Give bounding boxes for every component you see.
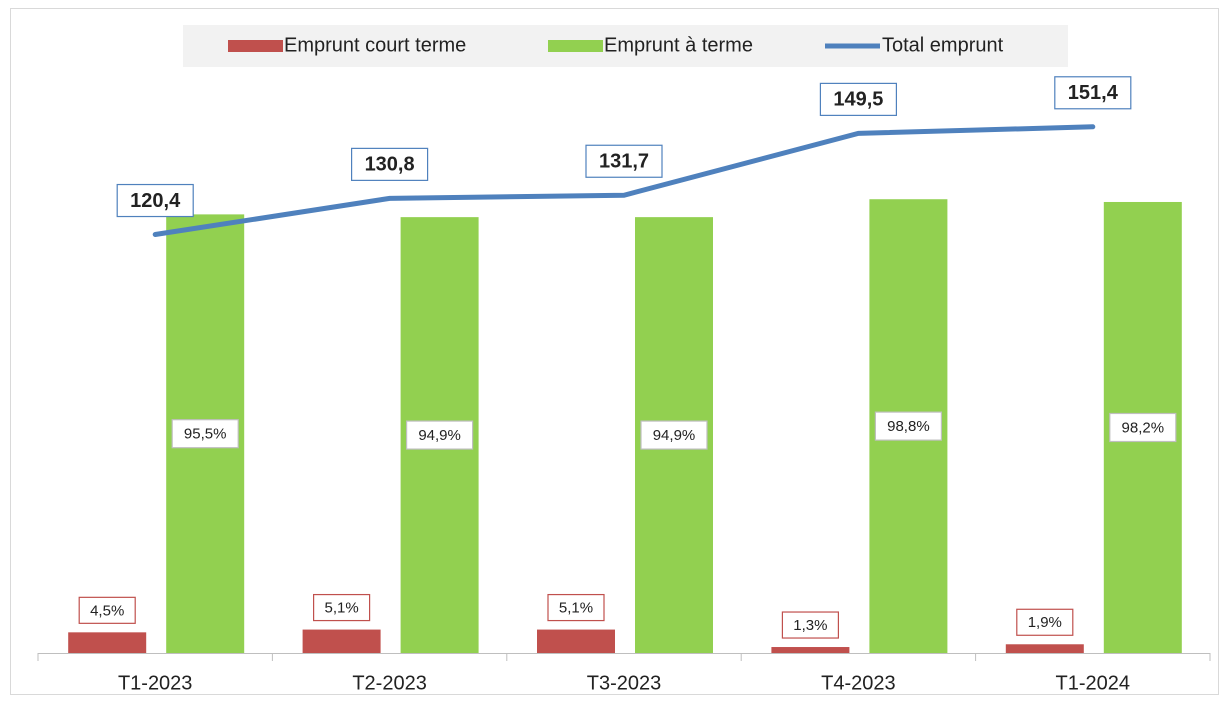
bar-label-box <box>313 593 371 622</box>
bar-label-box <box>171 419 239 449</box>
line <box>152 124 1096 238</box>
x-tick-label: T4-2023 <box>821 672 896 694</box>
line-label: 131,7 <box>599 151 649 173</box>
bar-label: 98,8% <box>887 418 930 435</box>
legend-swatch <box>548 40 603 52</box>
bar-label-box <box>78 596 136 624</box>
bar-label: 5,1% <box>324 600 358 617</box>
bar-label: 5,1% <box>559 600 593 617</box>
bar-label: 95,5% <box>184 426 227 443</box>
bar-label: 4,5% <box>90 602 124 619</box>
legend-label: Emprunt court terme <box>284 34 466 56</box>
line-label: 130,8 <box>365 154 415 176</box>
line-label-box <box>585 144 663 178</box>
bar-label-box <box>1109 412 1177 443</box>
x-tick-label: T2-2023 <box>352 672 427 694</box>
bar-label: 94,9% <box>418 427 461 444</box>
line-label: 120,4 <box>130 190 181 212</box>
bar-label-box <box>640 420 708 450</box>
bar <box>1005 644 1084 653</box>
bar-label-box <box>547 593 605 622</box>
bar-label: 98,2% <box>1122 419 1165 436</box>
bar-label: 94,9% <box>653 427 696 444</box>
bar-label-box <box>1016 608 1074 636</box>
bar-label: 1,3% <box>793 617 827 634</box>
line-label: 149,5 <box>833 89 883 111</box>
bar-label-box <box>874 411 943 441</box>
bar <box>68 632 147 653</box>
bar-label: 1,9% <box>1028 614 1062 631</box>
legend-swatch <box>228 40 283 52</box>
bar-label-box <box>781 611 840 639</box>
bar-label-box <box>406 420 474 450</box>
legend-label: Total emprunt <box>882 34 1004 56</box>
line-label-box <box>116 183 194 218</box>
line-label: 151,4 <box>1068 82 1119 104</box>
line-label-box <box>351 147 429 181</box>
bar <box>537 629 615 653</box>
legend-box <box>183 25 1068 67</box>
x-tick-label: T3-2023 <box>587 672 662 694</box>
x-tick-label: T1-2024 <box>1056 672 1131 694</box>
x-tick-label: T1-2023 <box>118 672 193 694</box>
bar <box>302 629 381 653</box>
line-label-box <box>819 82 898 116</box>
legend-label: Emprunt à terme <box>604 34 753 56</box>
line-label-box <box>1054 76 1132 110</box>
bar <box>771 647 850 653</box>
